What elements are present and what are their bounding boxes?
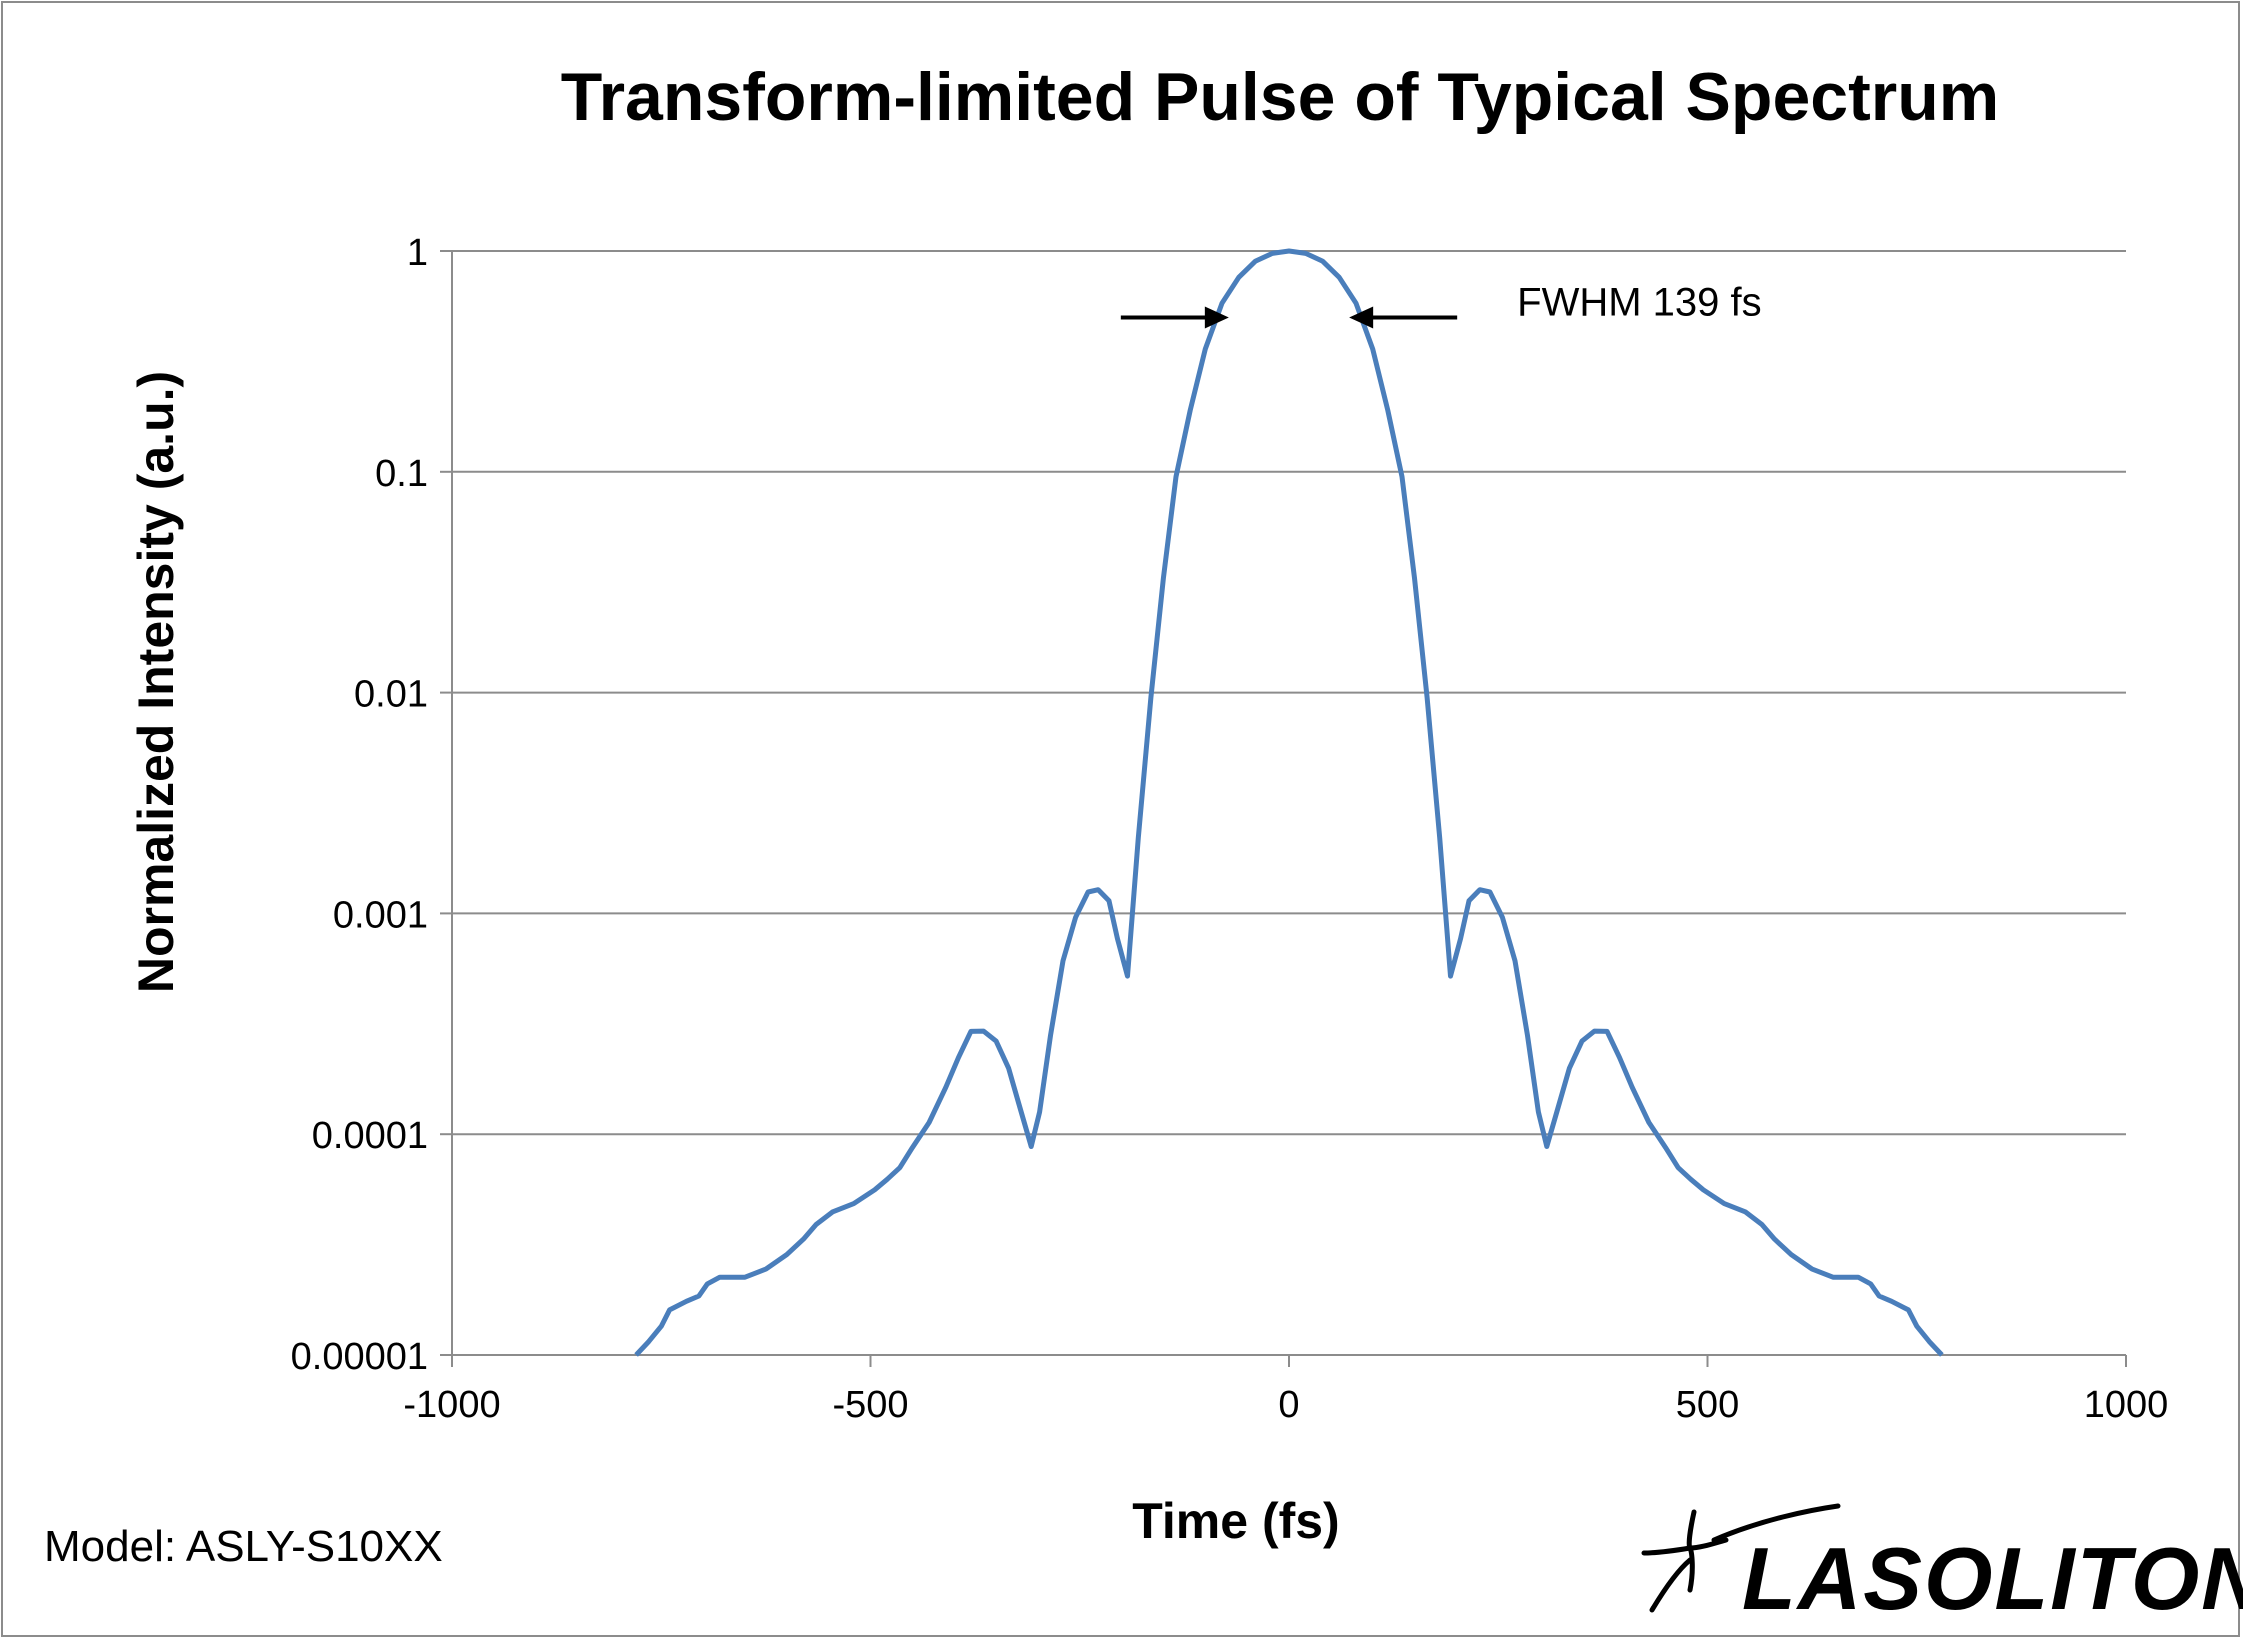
y-tick-label: 0.00001 <box>291 1336 428 1378</box>
y-tick-label: 1 <box>407 232 428 274</box>
y-tick-label: 0.0001 <box>312 1115 428 1157</box>
chart-title: Transform-limited Pulse of Typical Spect… <box>561 59 1999 135</box>
x-axis-label: Time (fs) <box>1132 1493 1339 1549</box>
series-line <box>634 248 1944 1357</box>
x-tick-label: 0 <box>1278 1384 1299 1426</box>
logo-star-icon <box>1641 1503 1841 1613</box>
fwhm-annotation: FWHM 139 fs <box>1120 280 1762 329</box>
x-tick-label: -500 <box>832 1384 908 1426</box>
grid-lines <box>452 250 2126 1356</box>
fwhm-label: FWHM 139 fs <box>1517 280 1761 324</box>
y-tick-label: 0.01 <box>354 674 428 716</box>
x-tick-label: 500 <box>1676 1384 1739 1426</box>
x-tick-label: -1000 <box>403 1384 500 1426</box>
tick-labels: 1 0.1 0.01 0.001 0.0001 0.00001 -1000 -500 0 500 1… <box>291 232 2169 1426</box>
x-tick-label: 1000 <box>2084 1384 2169 1426</box>
y-tick-label: 0.1 <box>375 453 428 495</box>
fwhm-arrowhead-left <box>1204 306 1229 329</box>
series <box>634 248 1944 1357</box>
axes <box>440 250 2127 1367</box>
y-tick-label: 0.001 <box>333 894 428 936</box>
logo-wordmark: LASOLITON <box>1742 1529 2243 1628</box>
model-label: Model: ASLY-S10XX <box>44 1522 443 1571</box>
fwhm-arrowhead-right <box>1349 306 1374 329</box>
y-axis-label: Normalized Intensity (a.u.) <box>128 371 184 993</box>
